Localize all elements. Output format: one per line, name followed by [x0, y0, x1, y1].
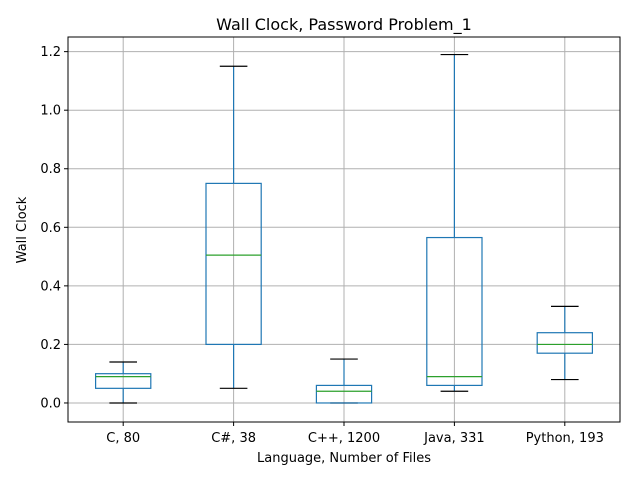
x-tick-label: C, 80: [106, 431, 140, 446]
iqr-box: [94, 373, 152, 389]
iqr-box: [205, 182, 262, 346]
iqr-box: [536, 332, 594, 354]
y-tick-label: 0.8: [40, 162, 61, 177]
x-tick-label: C#, 38: [211, 431, 256, 446]
x-axis-label: Language, Number of Files: [257, 451, 431, 466]
y-axis-label: Wall Clock: [15, 196, 30, 263]
axis-layer: 0.0 0.2 0.4 0.6 0.8 1.0 1.2 C, 80 C#, 38 C++, 120…: [40, 45, 604, 446]
x-tick-label: Java, 331: [423, 431, 485, 446]
x-tick-label: Python, 193: [526, 431, 604, 446]
box-layer: [94, 53, 594, 404]
plot-frame: [67, 36, 621, 423]
y-tick-label: 0.2: [40, 338, 61, 353]
iqr-box: [426, 236, 483, 387]
y-tick-label: 0.4: [40, 279, 61, 294]
y-tick-label: 0.0: [40, 396, 61, 411]
iqr-box: [315, 384, 373, 404]
y-tick-label: 1.2: [40, 45, 61, 60]
x-tick-label: C++, 1200: [308, 431, 380, 446]
y-tick-label: 0.6: [40, 221, 61, 236]
y-tick-label: 1.0: [40, 104, 61, 119]
chart-title: Wall Clock, Password Problem_1: [216, 15, 472, 35]
